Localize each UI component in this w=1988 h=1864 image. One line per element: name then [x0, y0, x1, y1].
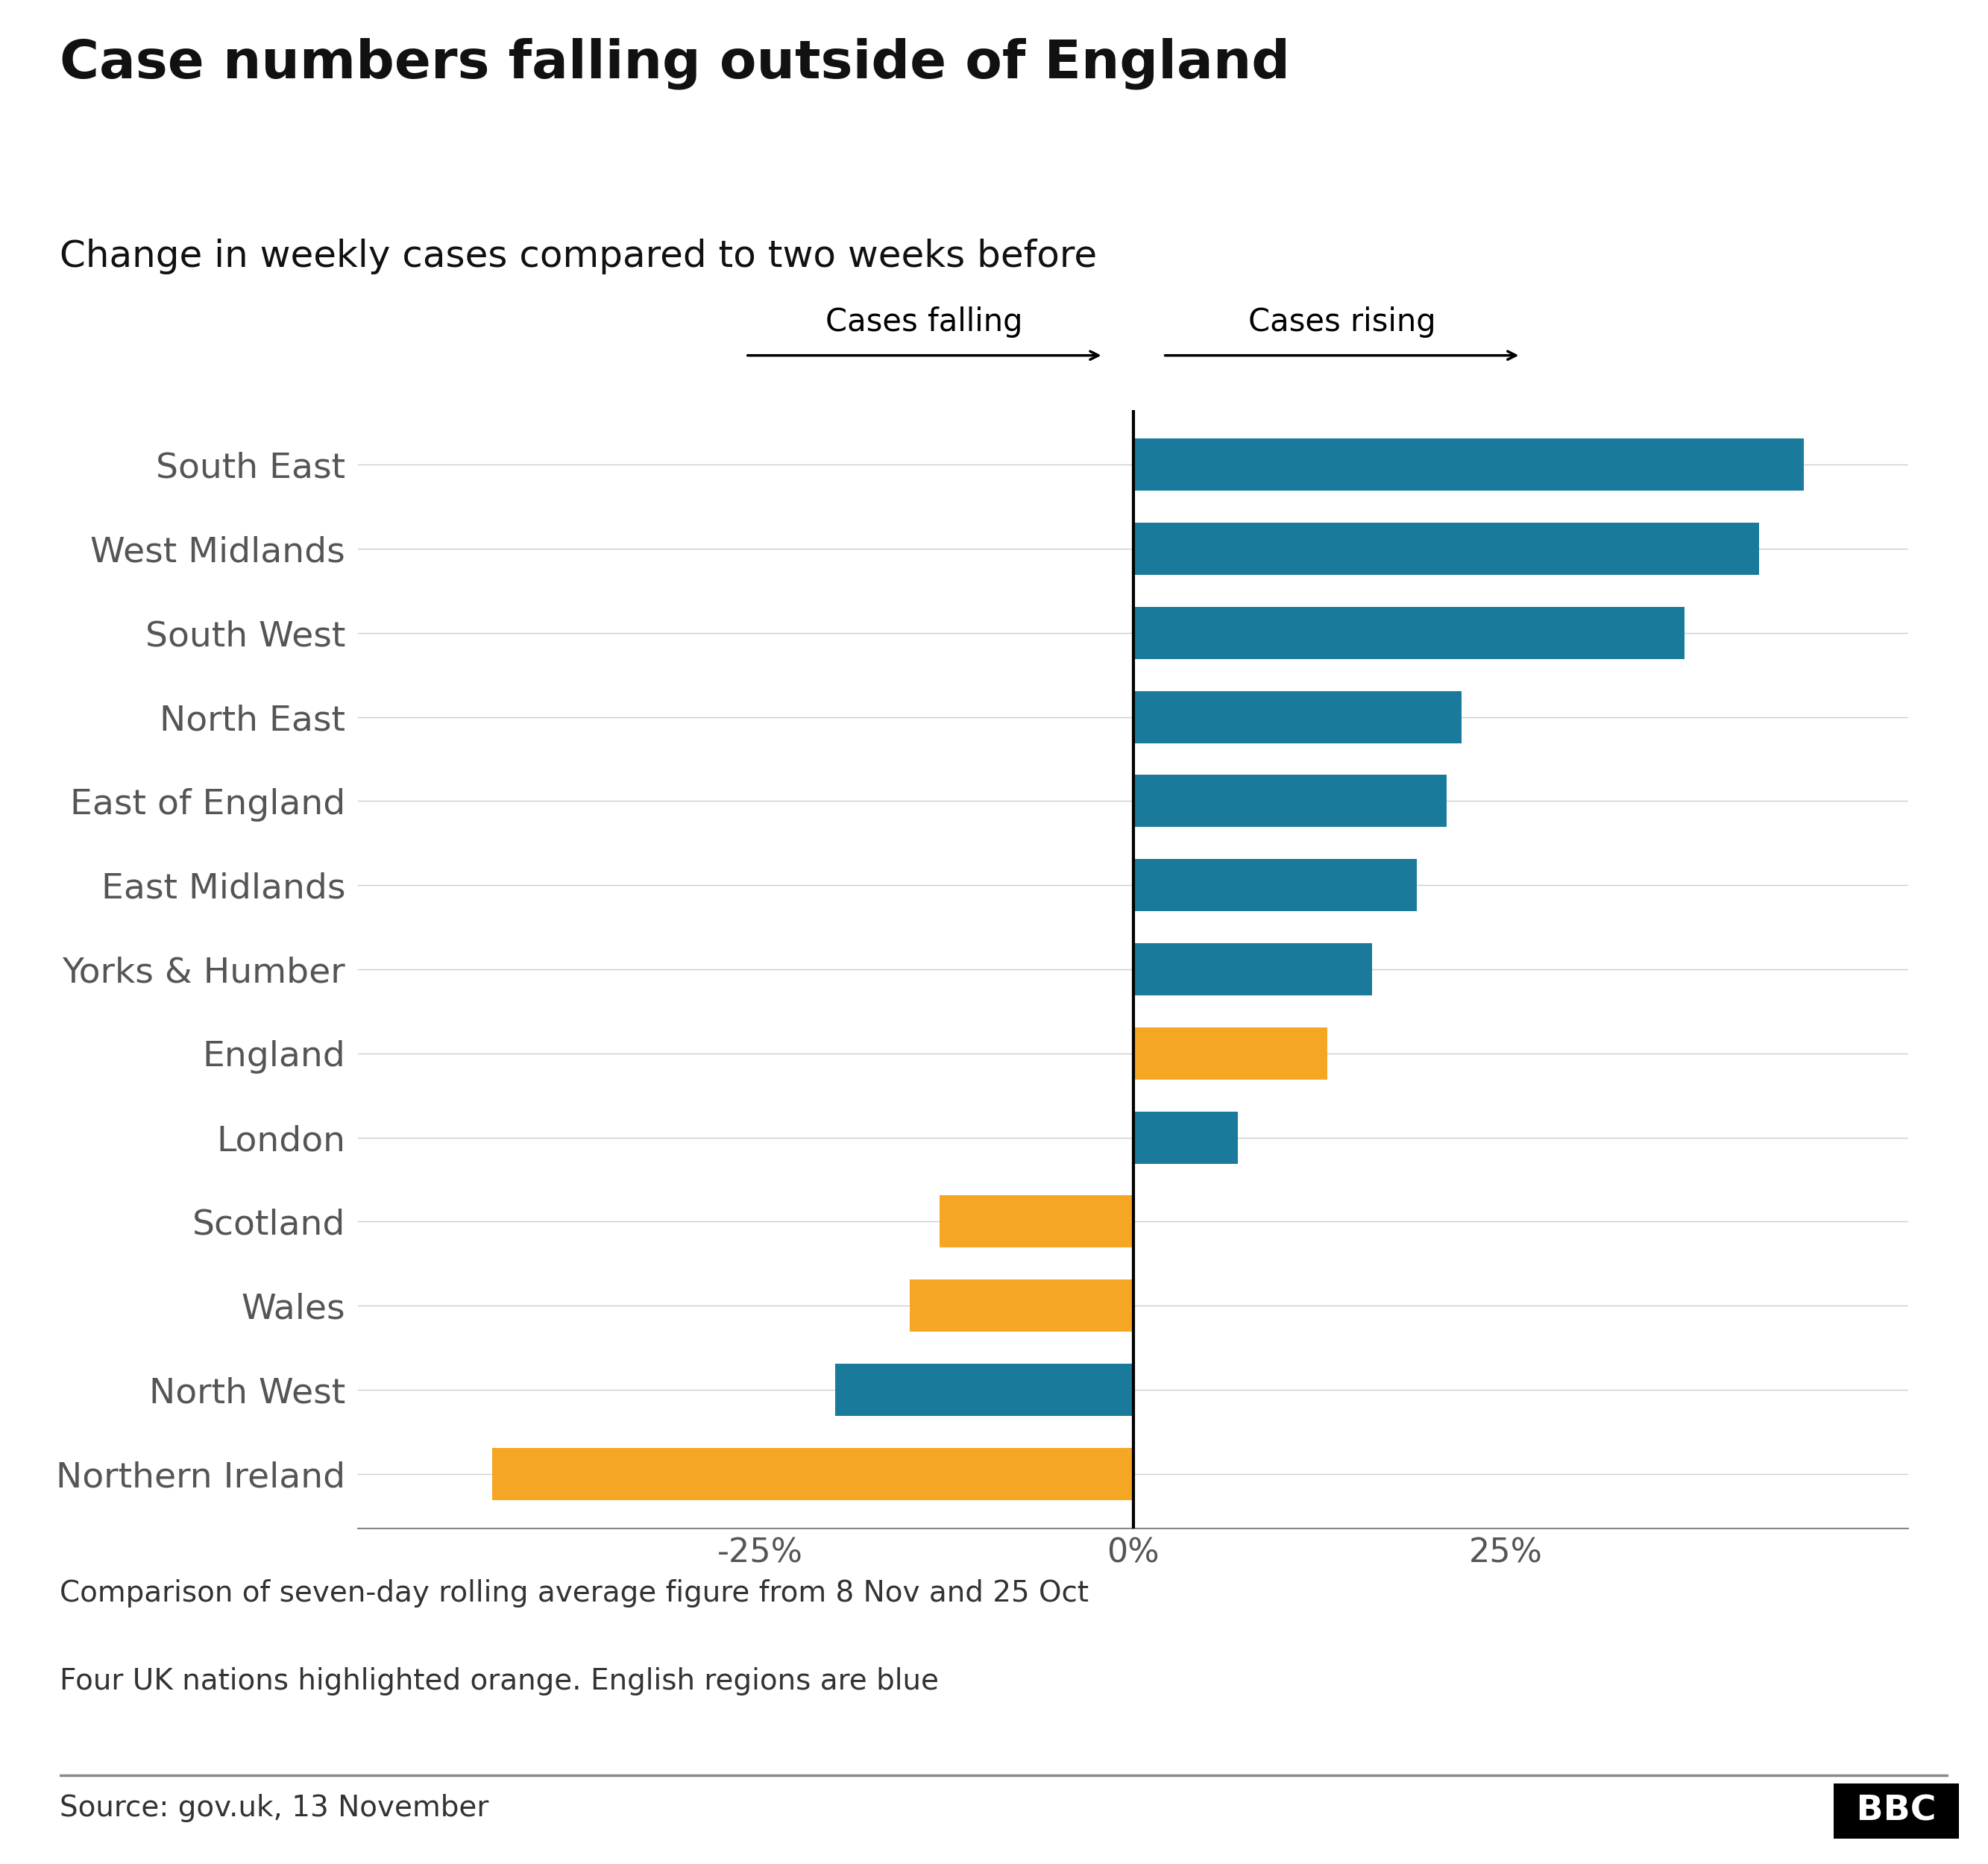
- Bar: [1133, 522, 1759, 574]
- Text: Change in weekly cases compared to two weeks before: Change in weekly cases compared to two w…: [60, 239, 1097, 274]
- Bar: [1133, 608, 1686, 660]
- Text: BBC: BBC: [1843, 1795, 1948, 1829]
- Bar: [491, 1448, 1133, 1501]
- Bar: [1133, 775, 1445, 828]
- Text: Four UK nations highlighted orange. English regions are blue: Four UK nations highlighted orange. Engl…: [60, 1668, 938, 1696]
- Bar: [1133, 859, 1415, 911]
- Text: Cases falling: Cases falling: [825, 306, 1024, 337]
- Text: Source: gov.uk, 13 November: Source: gov.uk, 13 November: [60, 1795, 489, 1823]
- Bar: [1133, 1027, 1328, 1079]
- Bar: [938, 1195, 1133, 1247]
- Text: Comparison of seven-day rolling average figure from 8 Nov and 25 Oct: Comparison of seven-day rolling average …: [60, 1579, 1089, 1607]
- Bar: [835, 1364, 1133, 1417]
- Bar: [911, 1279, 1133, 1331]
- Text: Case numbers falling outside of England: Case numbers falling outside of England: [60, 37, 1290, 89]
- Text: Cases rising: Cases rising: [1248, 306, 1435, 337]
- Bar: [1133, 1111, 1237, 1163]
- Bar: [1133, 943, 1372, 995]
- Bar: [1133, 438, 1805, 490]
- Bar: [1133, 692, 1461, 744]
